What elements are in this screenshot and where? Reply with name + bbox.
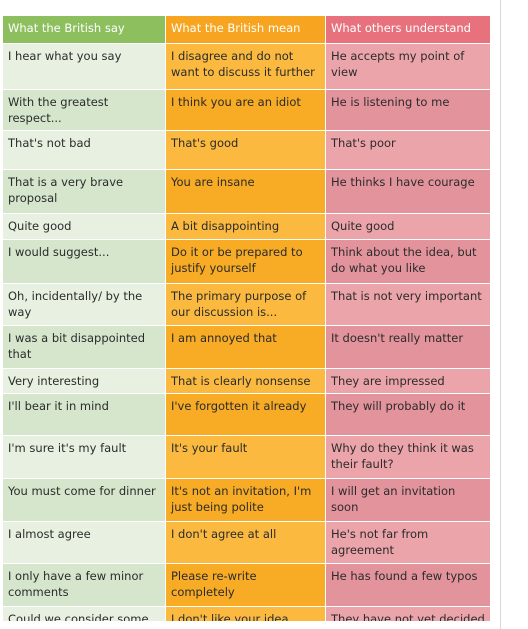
table-cell: They will probably do it [325, 393, 490, 436]
post-frame: What the British say What the British mea… [0, 0, 501, 629]
table-row: I only have a few minor comments Please r… [2, 563, 490, 607]
table-cell: Do it or be prepared to justify yourself [165, 239, 326, 284]
table-row: With the greatest respect... I think you … [2, 89, 490, 131]
table-cell: It doesn't really matter [325, 325, 490, 369]
table-cell: With the greatest respect... [2, 89, 166, 131]
table-cell: Quite good [325, 213, 490, 240]
header-cell: What the British mean [165, 15, 326, 44]
table-cell: I'll bear it in mind [2, 393, 166, 436]
table-cell: They have not yet decided [325, 606, 490, 621]
phrase-table: What the British say What the British mea… [2, 15, 490, 621]
table-row: I almost agree I don't agree at all He's n… [2, 521, 490, 564]
table-cell: I will get an invitation soon [325, 478, 490, 522]
table-cell: I only have a few minor comments [2, 563, 166, 607]
table-cell: He has found a few typos [325, 563, 490, 607]
table-cell: I was a bit disappointed that [2, 325, 166, 369]
table-row: I'll bear it in mind I've forgotten it al… [2, 393, 490, 436]
table-row: I was a bit disappointed that I am annoye… [2, 325, 490, 369]
table-cell: I almost agree [2, 521, 166, 564]
table-row: Oh, incidentally/ by the way The primary … [2, 283, 490, 326]
table-cell: They are impressed [325, 368, 490, 394]
table-cell: I think you are an idiot [165, 89, 326, 131]
table-cell: I disagree and do not want to discuss it… [165, 43, 326, 90]
table-cell: I've forgotten it already [165, 393, 326, 436]
table-cell: Please re-write completely [165, 563, 326, 607]
header-cell: What the British say [2, 15, 166, 44]
table-cell: I would suggest... [2, 239, 166, 284]
table-cell: It's not an invitation, I'm just being p… [165, 478, 326, 522]
header-cell: What others understand [325, 15, 490, 44]
table-cell: Think about the idea, but do what you li… [325, 239, 490, 284]
table-viewport: What the British say What the British mea… [2, 15, 490, 621]
table-cell: That is clearly nonsense [165, 368, 326, 394]
table-cell: Quite good [2, 213, 166, 240]
table-cell: Very interesting [2, 368, 166, 394]
table-cell: Why do they think it was their fault? [325, 435, 490, 479]
table-cell: I'm sure it's my fault [2, 435, 166, 479]
table-row: You must come for dinner It's not an invi… [2, 478, 490, 522]
table-cell: You must come for dinner [2, 478, 166, 522]
table-row: I hear what you say I disagree and do not… [2, 43, 490, 90]
table-cell: It's your fault [165, 435, 326, 479]
table-cell: The primary purpose of our discussion is… [165, 283, 326, 326]
table-cell: I hear what you say [2, 43, 166, 90]
table-cell: You are insane [165, 169, 326, 214]
table-cell: He's not far from agreement [325, 521, 490, 564]
table-cell: I don't like your idea [165, 606, 326, 621]
table-row: That's not bad That's good That's poor [2, 130, 490, 170]
table-row: Could we consider some I don't like your … [2, 606, 490, 621]
table-cell: That's not bad [2, 130, 166, 170]
table-row: I'm sure it's my fault It's your fault Why… [2, 435, 490, 479]
table-cell: A bit disappointing [165, 213, 326, 240]
header-row: What the British say What the British mea… [2, 15, 490, 44]
table-cell: He accepts my point of view [325, 43, 490, 90]
table-row: I would suggest... Do it or be prepared t… [2, 239, 490, 284]
table-row: That is a very brave proposal You are ins… [2, 169, 490, 214]
table-cell: That's good [165, 130, 326, 170]
table-cell: That is a very brave proposal [2, 169, 166, 214]
table-cell: That's poor [325, 130, 490, 170]
table-cell: I don't agree at all [165, 521, 326, 564]
table-cell: That is not very important [325, 283, 490, 326]
table-row: Quite good A bit disappointing Quite good [2, 213, 490, 240]
table-cell: Could we consider some [2, 606, 166, 621]
table-cell: He thinks I have courage [325, 169, 490, 214]
table-cell: He is listening to me [325, 89, 490, 131]
table-cell: Oh, incidentally/ by the way [2, 283, 166, 326]
table-row: Very interesting That is clearly nonsense… [2, 368, 490, 394]
table-cell: I am annoyed that [165, 325, 326, 369]
